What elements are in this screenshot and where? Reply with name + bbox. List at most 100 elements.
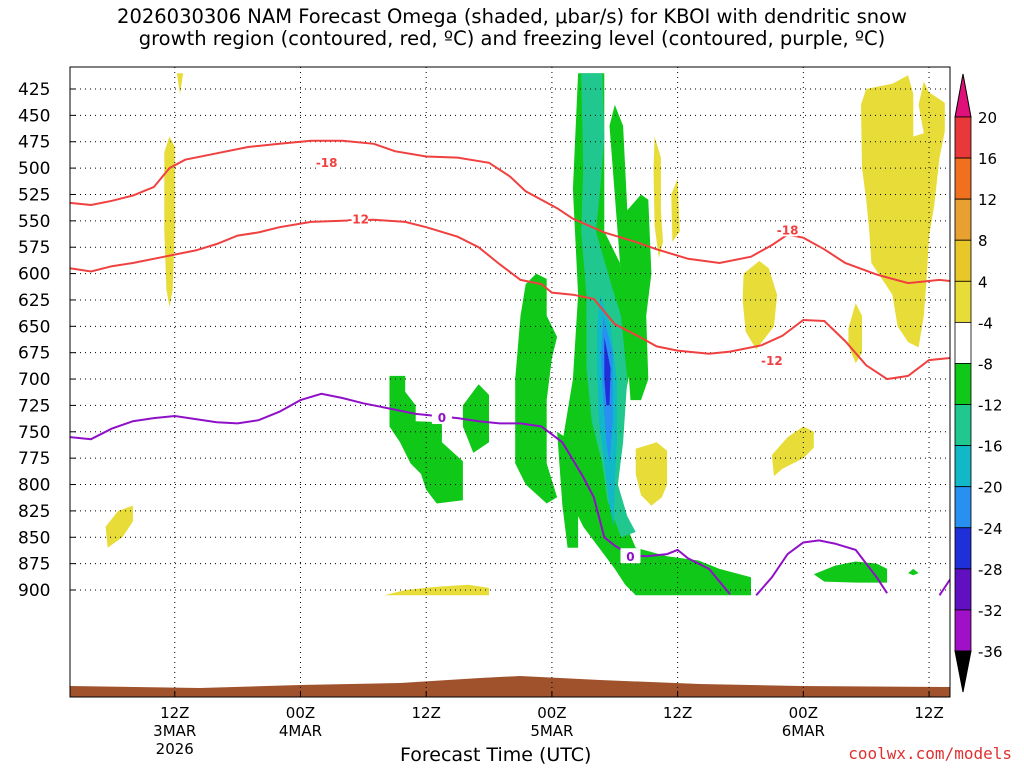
colorbar-swatch: [954, 198, 972, 241]
y-tick-label: 750: [18, 423, 50, 443]
chart-title-line-1: 2026030306 NAM Forecast Omega (shaded, μ…: [117, 5, 907, 28]
contour-line: [938, 578, 950, 596]
omega-region-4: [384, 584, 489, 596]
omega-region--8: [908, 568, 919, 576]
chart-title: 2026030306 NAM Forecast Omega (shaded, μ…: [0, 6, 1024, 50]
colorbar-swatch: [954, 568, 972, 611]
omega-region-4: [105, 505, 133, 548]
colorbar-swatch: [954, 280, 972, 323]
site-credit: coolwx.com/models: [848, 744, 1012, 763]
omega-region--8: [813, 561, 888, 583]
contour-line--12: [70, 218, 950, 381]
x-tick-date: 6MAR: [782, 722, 825, 740]
contour-label-bg: [761, 352, 782, 368]
contour-label-bg: [316, 153, 337, 169]
y-tick-label: 800: [18, 476, 50, 496]
y-tick-label: 850: [18, 528, 50, 548]
contour-lines: [70, 139, 950, 596]
x-tick-label: 00Z: [789, 704, 818, 722]
colorbar-swatch: [954, 609, 972, 652]
colorbar-swatch: [954, 363, 972, 405]
colorbar-label: -24: [978, 520, 1003, 538]
x-tick-year: 2026: [156, 740, 194, 758]
omega-region--12: [581, 73, 636, 538]
y-tick-label: 425: [18, 80, 50, 100]
contour-line--18: [70, 139, 950, 285]
y-tick-label: 550: [18, 212, 50, 232]
colorbar-label: -8: [978, 355, 993, 373]
omega-region--8: [389, 375, 463, 504]
x-tick-label: 00Z: [537, 704, 566, 722]
y-tick-label: 700: [18, 370, 50, 390]
omega-region-4: [861, 75, 945, 348]
x-tick-label: 12Z: [663, 704, 692, 722]
terrain-fill: [70, 676, 950, 697]
y-tick-label: 600: [18, 265, 50, 285]
contour-labels: -18 -18 -12 -12 0 0: [316, 153, 799, 564]
contour-line: [755, 539, 888, 596]
colorbar-label: -28: [978, 561, 1003, 579]
y-tick-label: 625: [18, 291, 50, 311]
contour-label: -18: [316, 156, 338, 170]
x-axis-title: Forecast Time (UTC): [400, 744, 592, 766]
contour-label-bg: [777, 221, 798, 237]
y-axis: 425 450 475 500 525 550 575 600 625 650 675 700 725 7…: [18, 80, 76, 601]
omega-shading: [105, 73, 945, 596]
y-tick-label: 775: [18, 449, 50, 469]
contour-label: -18: [777, 223, 799, 237]
colorbar-label: 4: [978, 273, 988, 291]
omega-region--24: [604, 336, 611, 406]
y-tick-label: 650: [18, 317, 50, 337]
colorbar-swatch: [954, 239, 972, 282]
colorbar-swatch: [954, 527, 972, 570]
colorbar-label: 12: [978, 191, 997, 209]
contour-label: 0: [438, 411, 446, 425]
colorbar-bottom-arrow: [954, 650, 972, 693]
colorbar-swatch: [954, 157, 972, 200]
chart-title-line-2: growth region (contoured, red, ºC) and f…: [138, 27, 886, 50]
plot-frame: [69, 66, 951, 698]
y-tick-label: 525: [18, 185, 50, 205]
colorbar-label: -16: [978, 438, 1003, 456]
y-tick-label: 875: [18, 555, 50, 575]
contour-label: -12: [347, 213, 369, 227]
omega-region--8: [515, 273, 558, 504]
colorbar-top-arrow: [954, 73, 972, 118]
colorbar-swatch: [954, 486, 972, 529]
colorbar-label: 16: [978, 150, 997, 168]
gridlines: [70, 67, 950, 697]
colorbar: 20 16 12 8 4 -4 -8 -12 -16 -20 -24 -28 -32 -36: [954, 73, 1003, 693]
contour-label: -12: [761, 354, 783, 368]
omega-region--8: [462, 384, 489, 453]
omega-region-4: [653, 136, 663, 258]
x-tick-label: 00Z: [286, 704, 315, 722]
y-tick-label: 900: [18, 581, 50, 601]
y-tick-label: 450: [18, 106, 50, 126]
x-tick-date: 5MAR: [530, 722, 573, 740]
omega-region-4: [176, 73, 184, 95]
colorbar-label: -32: [978, 602, 1003, 620]
omega-region-4: [671, 178, 680, 242]
colorbar-label: -20: [978, 479, 1003, 497]
colorbar-label: -4: [978, 314, 993, 332]
x-tick-date: 4MAR: [279, 722, 322, 740]
colorbar-label: -12: [978, 397, 1003, 415]
x-tick-label: 12Z: [914, 704, 943, 722]
y-tick-label: 500: [18, 159, 50, 179]
y-tick-label: 575: [18, 238, 50, 258]
y-tick-label: 725: [18, 396, 50, 416]
contour-label-bg: [348, 210, 369, 226]
colorbar-label: 8: [978, 232, 988, 250]
contour-label: 0: [626, 550, 634, 564]
x-tick-label: 12Z: [160, 704, 189, 722]
colorbar-swatch: [954, 445, 972, 488]
omega-region-4: [848, 303, 862, 364]
colorbar-label: -36: [978, 643, 1003, 661]
ground-terrain: [70, 676, 950, 697]
omega-region-4: [164, 136, 175, 308]
contour-label-bg: [620, 548, 641, 564]
omega-region-4: [771, 426, 814, 477]
y-tick-label: 825: [18, 502, 50, 522]
